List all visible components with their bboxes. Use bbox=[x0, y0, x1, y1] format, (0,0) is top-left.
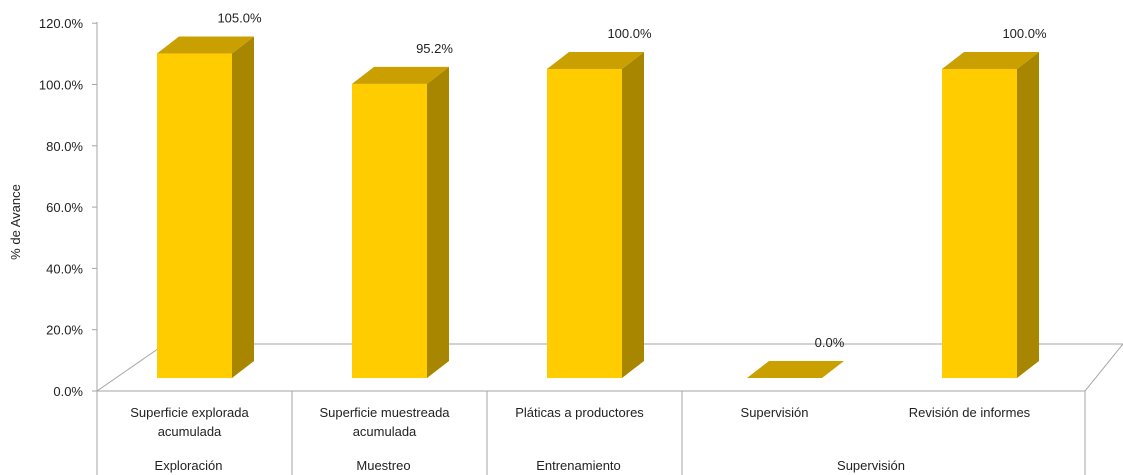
bar-top bbox=[547, 52, 644, 69]
category-label: acumulada bbox=[353, 424, 417, 439]
y-tick-label: 0.0% bbox=[53, 384, 83, 399]
y-tick-label: 60.0% bbox=[46, 200, 83, 215]
data-label: 100.0% bbox=[607, 26, 652, 41]
bars bbox=[157, 36, 1039, 379]
y-tick-label: 120.0% bbox=[39, 16, 84, 31]
y-tick-label: 20.0% bbox=[46, 323, 83, 338]
category-label: Revisión de informes bbox=[909, 405, 1031, 420]
bar bbox=[157, 36, 254, 379]
bar-front bbox=[157, 53, 232, 379]
category-label: Pláticas a productores bbox=[515, 405, 644, 420]
group-label: Entrenamiento bbox=[536, 458, 621, 473]
category-label: Superficie explorada bbox=[130, 405, 249, 420]
y-axis-label: % de Avance bbox=[8, 184, 23, 260]
bar-front bbox=[942, 69, 1017, 378]
data-label: 105.0% bbox=[217, 11, 262, 26]
bar bbox=[942, 52, 1039, 378]
y-tick-label: 40.0% bbox=[46, 261, 83, 276]
bar-front bbox=[352, 83, 427, 378]
bar bbox=[747, 361, 844, 378]
data-label: 100.0% bbox=[1002, 26, 1047, 41]
category-label: Superficie muestreada bbox=[319, 405, 450, 420]
bar-side bbox=[1017, 52, 1039, 378]
data-labels: 105.0% 95.2% 100.0% 0.0% 100.0% bbox=[217, 11, 1047, 350]
bar bbox=[352, 66, 449, 378]
y-tick-label: 80.0% bbox=[46, 139, 83, 154]
bar-side bbox=[232, 36, 254, 379]
data-label: 95.2% bbox=[416, 41, 453, 56]
bar-side bbox=[622, 52, 644, 378]
bar bbox=[547, 52, 644, 378]
category-label: Supervisión bbox=[741, 405, 809, 420]
bar-top bbox=[747, 361, 844, 378]
group-label: Supervisión bbox=[837, 458, 905, 473]
y-axis: 0.0% 20.0% 40.0% 60.0% 80.0% 100.0% 120.0% bbox=[39, 16, 98, 399]
x-axis-categories: Exploración Muestreo Entrenamiento Supervis… bbox=[96, 390, 1086, 475]
y-tick-label: 100.0% bbox=[39, 78, 84, 93]
category-label: acumulada bbox=[158, 424, 222, 439]
group-label: Exploración bbox=[155, 458, 223, 473]
data-label: 0.0% bbox=[815, 335, 845, 350]
bar-front bbox=[547, 69, 622, 378]
bar-top bbox=[352, 66, 449, 84]
bar-top bbox=[157, 36, 254, 54]
bar-side bbox=[427, 66, 449, 378]
bar-top bbox=[942, 52, 1039, 69]
group-label: Muestreo bbox=[356, 458, 410, 473]
